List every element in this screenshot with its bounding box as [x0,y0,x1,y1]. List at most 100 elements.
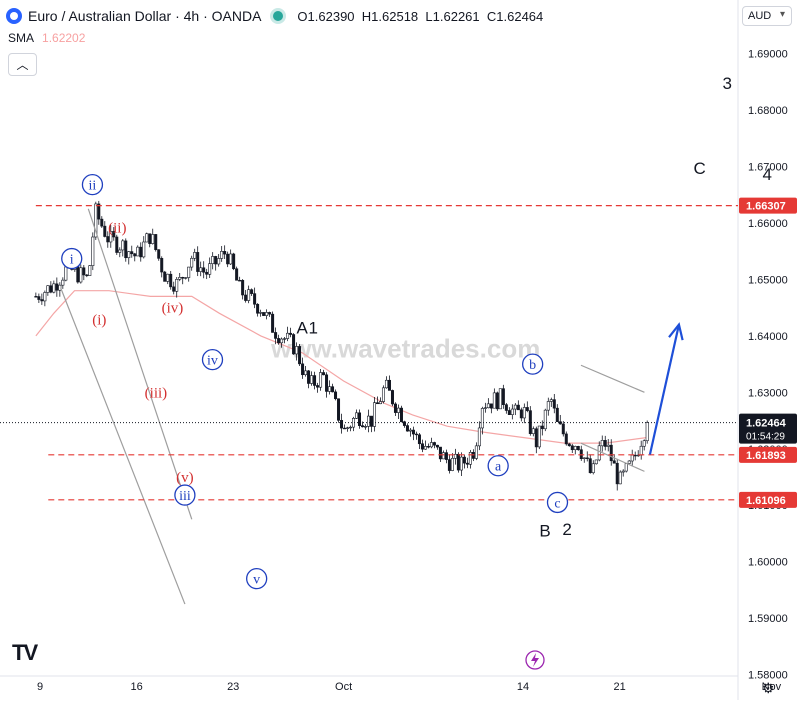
candle-body [435,444,439,448]
candle [106,231,110,248]
candle [390,389,394,407]
candle-body [331,386,335,393]
candle-body [606,444,610,447]
candle-body [489,403,493,409]
lightning-icon[interactable] [525,650,545,670]
candle [633,451,637,461]
candle [612,454,616,464]
candle [127,250,131,265]
candle [498,388,502,410]
candle-body [127,251,131,259]
candle [615,458,619,491]
candle [46,285,50,296]
wave-label-text: a [495,460,502,475]
candle [525,401,529,413]
candle [103,221,107,238]
candle [58,282,62,297]
wave-label: B [539,522,550,541]
candle-body [645,422,649,442]
candle [295,342,299,361]
price-tick-label: 1.60000 [748,557,788,569]
candle-body [447,459,451,471]
candle [591,460,595,475]
candle-body [310,375,314,384]
candles-group [34,200,649,491]
candle [310,371,314,386]
wave-label: i [61,247,83,270]
candle-body [85,274,89,277]
candle-body [118,249,122,253]
candle [492,388,496,409]
candle [124,238,128,262]
candle-body [375,402,379,405]
sma-line [35,290,648,444]
candle [286,326,290,342]
currency-selector[interactable]: AUD ▾ [742,6,792,26]
candle [259,309,263,317]
candle-body [175,279,179,292]
candle [292,333,296,355]
candle-body [531,428,535,434]
price-tick-label: 1.63000 [748,387,788,399]
tradingview-logo[interactable]: TV [12,640,38,665]
candle-body [307,370,311,384]
candle-body [280,338,284,344]
wave-label-circle [174,484,196,506]
candle [405,423,409,432]
candle-body [295,346,299,355]
candle [465,457,469,469]
wave-label-circle [201,348,224,371]
candle-body [642,440,646,447]
candle [82,265,86,281]
candle [501,384,505,409]
candle-body [115,236,119,253]
wave-label-circle [246,567,268,590]
candle-body [34,296,38,298]
chevron-up-icon: ︿ [16,58,29,72]
candle [235,266,239,281]
candle-body [576,446,580,451]
symbol-title[interactable]: Euro / Australian Dollar · 4h · OANDA [28,8,262,24]
current-price-badge: 1.62464 01:54:29 [739,413,797,444]
wave-label-text: iv [207,354,218,369]
level-price-badge: 1.61893 [739,446,797,463]
candle-body [241,280,245,296]
candle-body [444,452,448,460]
candle-body [262,312,266,316]
candle [40,293,44,305]
candle [384,376,388,389]
candle-body [474,445,478,459]
candle-body [109,231,113,243]
candle-body [325,374,329,392]
candle-body [486,403,490,409]
candle [211,252,215,270]
collapse-legend-button[interactable]: ︿ [8,53,37,76]
candle-body [205,271,209,275]
candle-body [277,338,281,344]
candle-body [55,283,59,291]
sma-legend[interactable]: SMA 1.62202 [8,31,85,45]
wave-label: 4 [763,165,772,184]
candle [627,460,631,465]
candle-body [259,312,263,314]
candle-body [624,463,628,472]
gear-icon[interactable]: ⚙ [762,680,775,696]
candle [564,431,568,446]
candle-body [223,251,227,255]
candle [100,216,104,228]
candle-body [618,471,622,485]
candle-body [106,236,110,243]
candle-body [364,426,368,428]
candle-body [334,391,338,400]
ohlc-values: O1.62390 H1.62518 L1.62261 C1.62464 [297,8,544,24]
candle-body [328,386,332,392]
level-price-badge: 1.61096 [739,491,797,508]
wave-label: (ii) [108,221,126,237]
candle-body [612,460,616,464]
symbol-flag-icon [6,8,22,24]
candle [402,420,406,428]
candle [462,454,466,469]
currency-label: AUD [748,10,772,22]
candle-body [190,257,194,268]
